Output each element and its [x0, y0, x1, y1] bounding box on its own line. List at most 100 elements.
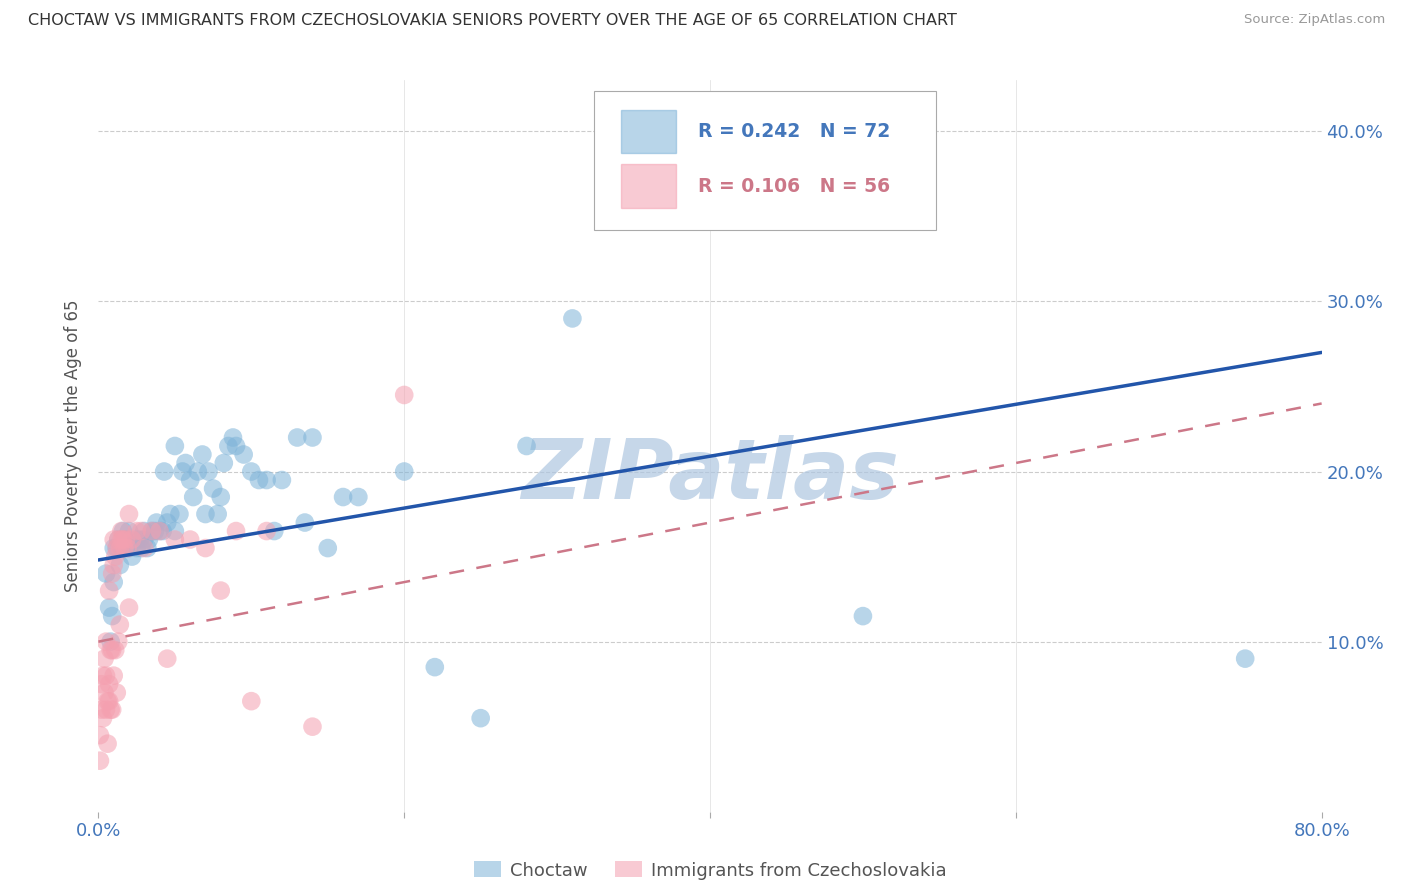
Point	[240, 694, 263, 708]
Point	[118, 600, 141, 615]
Point	[98, 583, 121, 598]
Point	[149, 524, 172, 538]
Point	[134, 541, 156, 555]
Point	[125, 541, 148, 555]
Point	[117, 541, 139, 555]
Point	[852, 609, 875, 624]
Point	[105, 541, 128, 555]
Point	[108, 558, 131, 572]
Text: ZIPatlas: ZIPatlas	[522, 434, 898, 516]
Point	[110, 533, 132, 547]
Point	[98, 600, 121, 615]
Point	[156, 651, 179, 665]
Legend: Choctaw, Immigrants from Czechoslovakia: Choctaw, Immigrants from Czechoslovakia	[467, 855, 953, 887]
Point	[152, 524, 174, 538]
Point	[111, 533, 134, 547]
Point	[110, 541, 132, 555]
Point	[294, 516, 316, 530]
Point	[103, 558, 125, 572]
Point	[470, 711, 492, 725]
Point	[163, 533, 186, 547]
Point	[191, 448, 214, 462]
Point	[115, 533, 138, 547]
Point	[125, 524, 148, 538]
Point	[93, 651, 115, 665]
Point	[134, 524, 156, 538]
Point	[136, 541, 159, 555]
Point	[316, 541, 339, 555]
Point	[89, 728, 111, 742]
Point	[159, 507, 181, 521]
Point	[240, 465, 263, 479]
Point	[94, 703, 117, 717]
Point	[561, 311, 583, 326]
Point	[179, 533, 201, 547]
Point	[108, 541, 131, 555]
Point	[100, 634, 122, 648]
Point	[103, 533, 125, 547]
Point	[98, 677, 121, 691]
Point	[89, 754, 111, 768]
Point	[247, 473, 270, 487]
Point	[107, 533, 129, 547]
Point	[156, 516, 179, 530]
Point	[172, 465, 194, 479]
Point	[103, 541, 125, 555]
Point	[129, 541, 152, 555]
Text: R = 0.106   N = 56: R = 0.106 N = 56	[697, 177, 890, 196]
Point	[115, 533, 138, 547]
Point	[97, 694, 120, 708]
Point	[91, 668, 114, 682]
Point	[256, 473, 278, 487]
Point	[153, 465, 176, 479]
Point	[187, 465, 209, 479]
Point	[118, 541, 141, 555]
Text: CHOCTAW VS IMMIGRANTS FROM CZECHOSLOVAKIA SENIORS POVERTY OVER THE AGE OF 65 COR: CHOCTAW VS IMMIGRANTS FROM CZECHOSLOVAKI…	[28, 13, 957, 29]
Point	[121, 533, 143, 547]
Point	[285, 430, 308, 444]
Point	[134, 533, 156, 547]
Point	[145, 516, 167, 530]
Point	[103, 575, 125, 590]
Bar	[620, 164, 676, 209]
Point	[107, 533, 129, 547]
Point	[94, 668, 117, 682]
Point	[94, 634, 117, 648]
Point	[256, 524, 278, 538]
Point	[138, 533, 160, 547]
Point	[225, 439, 247, 453]
Point	[143, 524, 166, 538]
Point	[103, 668, 125, 682]
Point	[97, 737, 120, 751]
Point	[90, 703, 112, 717]
Point	[301, 720, 323, 734]
Point	[197, 465, 219, 479]
Point	[232, 448, 254, 462]
Point	[163, 524, 186, 538]
Point	[1234, 651, 1257, 665]
Point	[194, 541, 217, 555]
Bar	[620, 110, 676, 153]
Point	[745, 99, 768, 113]
Point	[128, 533, 150, 547]
Point	[699, 141, 721, 155]
Point	[392, 465, 416, 479]
Point	[332, 490, 354, 504]
Point	[112, 541, 135, 555]
Point	[163, 439, 186, 453]
Point	[118, 507, 141, 521]
Point	[623, 210, 645, 224]
Point	[225, 524, 247, 538]
Point	[169, 507, 191, 521]
Point	[194, 507, 217, 521]
FancyBboxPatch shape	[593, 91, 936, 230]
Point	[111, 524, 134, 538]
Point	[423, 660, 446, 674]
Point	[129, 524, 152, 538]
Point	[301, 430, 323, 444]
Point	[209, 490, 232, 504]
Point	[174, 456, 197, 470]
Point	[93, 686, 115, 700]
Point	[270, 473, 292, 487]
Text: Source: ZipAtlas.com: Source: ZipAtlas.com	[1244, 13, 1385, 27]
